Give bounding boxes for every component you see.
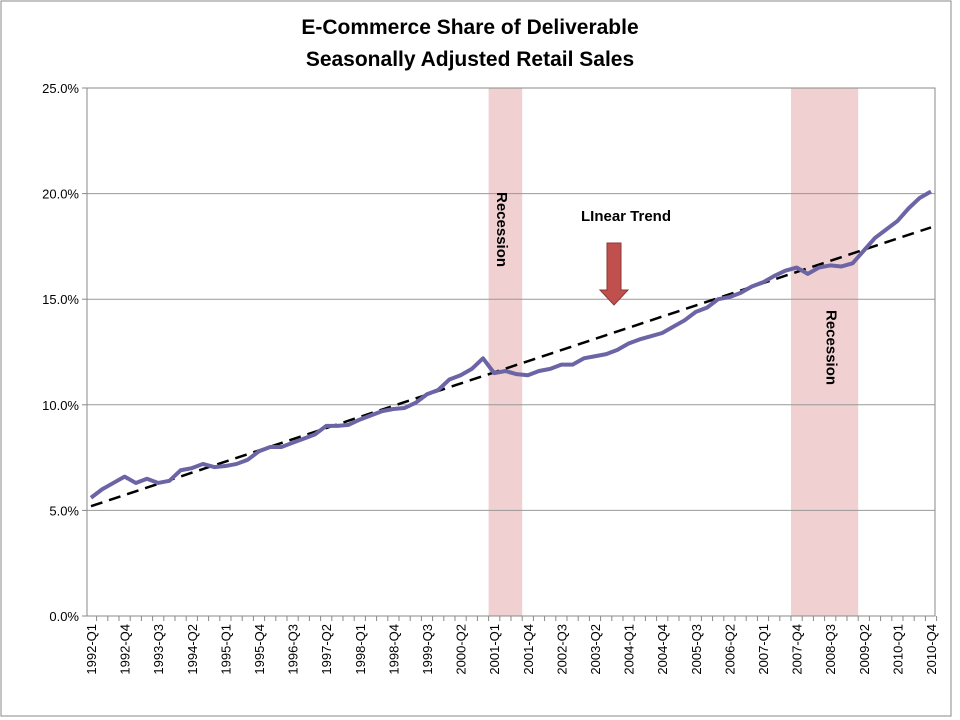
x-tick-label: 2000-Q2	[454, 624, 469, 675]
x-tick-label: 2003-Q2	[588, 624, 603, 675]
y-tick-label: 15.0%	[42, 292, 79, 307]
recession-band	[791, 88, 859, 616]
x-tick-label: 2004-Q1	[622, 624, 637, 675]
x-tick-label: 2010-Q1	[890, 624, 905, 675]
x-tick-label: 1992-Q1	[84, 624, 99, 675]
x-tick-label: 1996-Q3	[286, 624, 301, 675]
y-tick-label: 10.0%	[42, 398, 79, 413]
recession-band	[488, 88, 523, 616]
x-tick-label: 2007-Q4	[790, 624, 805, 675]
data-line	[89, 189, 932, 500]
arrow	[598, 242, 630, 306]
x-tick-label: 2002-Q3	[554, 624, 569, 675]
x-tick-label: 1995-Q4	[252, 624, 267, 675]
x-tick-label: 1998-Q1	[353, 624, 368, 675]
x-tick-label: 2005-Q3	[689, 624, 704, 675]
x-tick-label: 1994-Q2	[185, 624, 200, 675]
x-tick-label: 1992-Q4	[118, 624, 133, 675]
chart-title: Seasonally Adjusted Retail Sales	[306, 48, 634, 71]
x-tick-label: 1999-Q3	[420, 624, 435, 675]
trend-line	[90, 226, 932, 508]
x-tick-label: 2001-Q1	[487, 624, 502, 675]
chart-title: E-Commerce Share of Deliverable	[301, 16, 638, 39]
x-tick-label: 2006-Q2	[722, 624, 737, 675]
x-tick-label: 1995-Q1	[218, 624, 233, 675]
x-tick-label: 2008-Q3	[823, 624, 838, 675]
x-tick-label: 1993-Q3	[151, 624, 166, 675]
x-tick-label: 2009-Q2	[857, 624, 872, 675]
recession-label: Recession	[493, 192, 510, 267]
x-tick-label: 1998-Q4	[386, 624, 401, 675]
recession-label: Recession	[823, 310, 840, 385]
annotation: LInear Trend	[581, 208, 671, 225]
x-tick-label: 2001-Q4	[521, 624, 536, 675]
y-tick-label: 0.0%	[49, 609, 79, 624]
y-tick-label: 20.0%	[42, 187, 79, 202]
y-tick-label: 25.0%	[42, 81, 79, 96]
x-tick-label: 2007-Q1	[756, 624, 771, 675]
x-tick-label: 2004-Q4	[655, 624, 670, 675]
x-tick-label: 2010-Q4	[924, 624, 939, 675]
y-tick-label: 5.0%	[49, 503, 79, 518]
x-tick-label: 1997-Q2	[319, 624, 334, 675]
